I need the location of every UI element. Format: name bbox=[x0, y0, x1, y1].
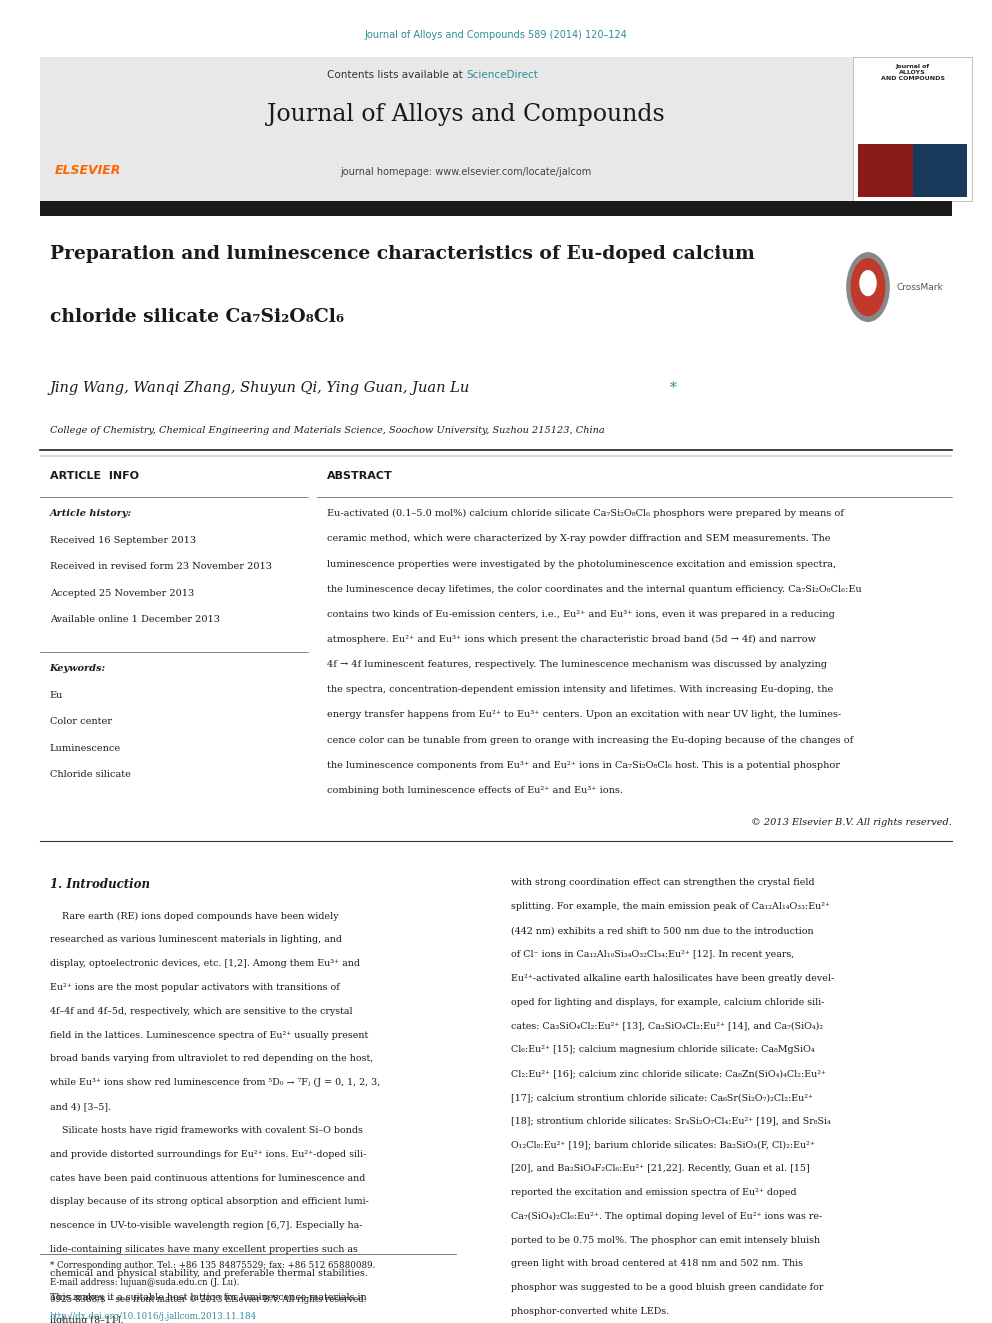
Text: splitting. For example, the main emission peak of Ca₁₂Al₁₄O₃₃:Eu²⁺: splitting. For example, the main emissio… bbox=[511, 902, 830, 912]
Text: [17]; calcium strontium chloride silicate: Ca₆Sr(Si₂O₇)₂Cl₂:Eu²⁺: [17]; calcium strontium chloride silicat… bbox=[511, 1093, 812, 1102]
Text: Cl₆:Eu²⁺ [15]; calcium magnesium chloride silicate: Ca₈MgSiO₄: Cl₆:Eu²⁺ [15]; calcium magnesium chlorid… bbox=[511, 1045, 814, 1054]
Text: green light with broad centered at 418 nm and 502 nm. This: green light with broad centered at 418 n… bbox=[511, 1259, 803, 1269]
FancyBboxPatch shape bbox=[853, 57, 972, 201]
Text: and provide distorted surroundings for Eu²⁺ ions. Eu²⁺-doped sili-: and provide distorted surroundings for E… bbox=[50, 1150, 366, 1159]
Ellipse shape bbox=[850, 258, 886, 316]
Text: contains two kinds of Eu-emission centers, i.e., Eu²⁺ and Eu³⁺ ions, even it was: contains two kinds of Eu-emission center… bbox=[327, 610, 835, 619]
Text: O₁₂Cl₈:Eu²⁺ [19]; barium chloride silicates: Ba₂SiO₃(F, Cl)₂:Eu²⁺: O₁₂Cl₈:Eu²⁺ [19]; barium chloride silica… bbox=[511, 1140, 814, 1150]
Text: *: * bbox=[665, 381, 677, 396]
Text: College of Chemistry, Chemical Engineering and Materials Science, Soochow Univer: College of Chemistry, Chemical Engineeri… bbox=[50, 426, 604, 435]
Text: lide-containing silicates have many excellent properties such as: lide-containing silicates have many exce… bbox=[50, 1245, 357, 1254]
Text: 4f → 4f luminescent features, respectively. The luminescence mechanism was discu: 4f → 4f luminescent features, respective… bbox=[327, 660, 827, 669]
Text: and 4) [3–5].: and 4) [3–5]. bbox=[50, 1102, 111, 1111]
Ellipse shape bbox=[859, 270, 877, 296]
Text: Eu-activated (0.1–5.0 mol%) calcium chloride silicate Ca₇Si₂O₈Cl₆ phosphors were: Eu-activated (0.1–5.0 mol%) calcium chlo… bbox=[327, 509, 844, 519]
Text: reported the excitation and emission spectra of Eu²⁺ doped: reported the excitation and emission spe… bbox=[511, 1188, 797, 1197]
FancyBboxPatch shape bbox=[858, 144, 913, 197]
Text: Contents lists available at: Contents lists available at bbox=[327, 70, 466, 81]
Text: 4f–4f and 4f–5d, respectively, which are sensitive to the crystal: 4f–4f and 4f–5d, respectively, which are… bbox=[50, 1007, 352, 1016]
Text: the spectra, concentration-dependent emission intensity and lifetimes. With incr: the spectra, concentration-dependent emi… bbox=[327, 685, 833, 695]
Text: ported to be 0.75 mol%. The phosphor can emit intensely bluish: ported to be 0.75 mol%. The phosphor can… bbox=[511, 1236, 820, 1245]
Text: phosphor was suggested to be a good bluish green candidate for: phosphor was suggested to be a good blui… bbox=[511, 1283, 823, 1293]
Text: 0925-8388/$ – see front matter © 2013 Elsevier B.V. All rights reserved.: 0925-8388/$ – see front matter © 2013 El… bbox=[50, 1295, 366, 1304]
Text: Received 16 September 2013: Received 16 September 2013 bbox=[50, 536, 195, 545]
Text: display because of its strong optical absorption and efficient lumi-: display because of its strong optical ab… bbox=[50, 1197, 368, 1207]
Ellipse shape bbox=[846, 253, 890, 321]
Text: phosphor-converted white LEDs.: phosphor-converted white LEDs. bbox=[511, 1307, 669, 1316]
Text: Eu²⁺ ions are the most popular activators with transitions of: Eu²⁺ ions are the most popular activator… bbox=[50, 983, 339, 992]
Text: energy transfer happens from Eu²⁺ to Eu³⁺ centers. Upon an excitation with near : energy transfer happens from Eu²⁺ to Eu³… bbox=[327, 710, 841, 720]
Text: CrossMark: CrossMark bbox=[897, 283, 943, 291]
Text: while Eu³⁺ ions show red luminescence from ⁵D₀ → ⁷Fⱼ (J = 0, 1, 2, 3,: while Eu³⁺ ions show red luminescence fr… bbox=[50, 1078, 380, 1088]
Text: Jing Wang, Wanqi Zhang, Shuyun Qi, Ying Guan, Juan Lu: Jing Wang, Wanqi Zhang, Shuyun Qi, Ying … bbox=[50, 381, 470, 396]
Text: broad bands varying from ultraviolet to red depending on the host,: broad bands varying from ultraviolet to … bbox=[50, 1054, 373, 1064]
Text: Article history:: Article history: bbox=[50, 509, 132, 519]
Text: Accepted 25 November 2013: Accepted 25 November 2013 bbox=[50, 589, 193, 598]
Text: Keywords:: Keywords: bbox=[50, 664, 106, 673]
Text: lighting [8–11].: lighting [8–11]. bbox=[50, 1316, 123, 1323]
Text: ARTICLE  INFO: ARTICLE INFO bbox=[50, 471, 139, 482]
Text: Journal of Alloys and Compounds: Journal of Alloys and Compounds bbox=[268, 103, 665, 126]
Text: Color center: Color center bbox=[50, 717, 111, 726]
Text: Preparation and luminescence characteristics of Eu-doped calcium: Preparation and luminescence characteris… bbox=[50, 245, 754, 263]
Text: the luminescence components from Eu³⁺ and Eu²⁺ ions in Ca₇Si₂O₈Cl₆ host. This is: the luminescence components from Eu³⁺ an… bbox=[327, 761, 840, 770]
Text: atmosphere. Eu²⁺ and Eu³⁺ ions which present the characteristic broad band (5d →: atmosphere. Eu²⁺ and Eu³⁺ ions which pre… bbox=[327, 635, 816, 644]
Text: journal homepage: www.elsevier.com/locate/jalcom: journal homepage: www.elsevier.com/locat… bbox=[340, 167, 592, 177]
Text: cates have been paid continuous attentions for luminescence and: cates have been paid continuous attentio… bbox=[50, 1174, 365, 1183]
Text: researched as various luminescent materials in lighting, and: researched as various luminescent materi… bbox=[50, 935, 341, 945]
Text: E-mail address: lujuan@suda.edu.cn (J. Lu).: E-mail address: lujuan@suda.edu.cn (J. L… bbox=[50, 1278, 239, 1287]
Text: This makes it a suitable host lattice for luminescence materials in: This makes it a suitable host lattice fo… bbox=[50, 1293, 366, 1302]
FancyBboxPatch shape bbox=[40, 57, 873, 201]
Text: [20], and Ba₂SiO₄F₂Cl₆:Eu²⁺ [21,22]. Recently, Guan et al. [15]: [20], and Ba₂SiO₄F₂Cl₆:Eu²⁺ [21,22]. Rec… bbox=[511, 1164, 809, 1174]
Text: chloride silicate Ca₇Si₂O₈Cl₆: chloride silicate Ca₇Si₂O₈Cl₆ bbox=[50, 308, 343, 327]
Text: Available online 1 December 2013: Available online 1 December 2013 bbox=[50, 615, 219, 624]
Text: Ca₇(SiO₄)₂Cl₆:Eu²⁺. The optimal doping level of Eu²⁺ ions was re-: Ca₇(SiO₄)₂Cl₆:Eu²⁺. The optimal doping l… bbox=[511, 1212, 822, 1221]
Text: 1. Introduction: 1. Introduction bbox=[50, 878, 150, 892]
Text: of Cl⁻ ions in Ca₁₂Al₁₀Si₃₄O₃₂Cl₃₄:Eu²⁺ [12]. In recent years,: of Cl⁻ ions in Ca₁₂Al₁₀Si₃₄O₃₂Cl₃₄:Eu²⁺ … bbox=[511, 950, 795, 959]
Text: (442 nm) exhibits a red shift to 500 nm due to the introduction: (442 nm) exhibits a red shift to 500 nm … bbox=[511, 926, 813, 935]
FancyBboxPatch shape bbox=[913, 144, 967, 197]
Text: chemical and physical stability, and preferable thermal stabilities.: chemical and physical stability, and pre… bbox=[50, 1269, 367, 1278]
Text: ScienceDirect: ScienceDirect bbox=[466, 70, 538, 81]
Text: Eu²⁺-activated alkaline earth halosilicates have been greatly devel-: Eu²⁺-activated alkaline earth halosilica… bbox=[511, 974, 834, 983]
Text: luminescence properties were investigated by the photoluminescence excitation an: luminescence properties were investigate… bbox=[327, 560, 836, 569]
Text: Eu: Eu bbox=[50, 691, 62, 700]
Text: display, optoelectronic devices, etc. [1,2]. Among them Eu³⁺ and: display, optoelectronic devices, etc. [1… bbox=[50, 959, 359, 968]
Text: © 2013 Elsevier B.V. All rights reserved.: © 2013 Elsevier B.V. All rights reserved… bbox=[752, 818, 952, 827]
Text: ELSEVIER: ELSEVIER bbox=[55, 164, 121, 177]
Text: the luminescence decay lifetimes, the color coordinates and the internal quantum: the luminescence decay lifetimes, the co… bbox=[327, 585, 862, 594]
Text: Journal of
ALLOYS
AND COMPOUNDS: Journal of ALLOYS AND COMPOUNDS bbox=[881, 64, 944, 81]
Text: nescence in UV-to-visible wavelength region [6,7]. Especially ha-: nescence in UV-to-visible wavelength reg… bbox=[50, 1221, 362, 1230]
Text: Luminescence: Luminescence bbox=[50, 744, 121, 753]
Text: Received in revised form 23 November 2013: Received in revised form 23 November 201… bbox=[50, 562, 272, 572]
Text: Cl₂:Eu²⁺ [16]; calcium zinc chloride silicate: Ca₈Zn(SiO₄)₄Cl₂:Eu²⁺: Cl₂:Eu²⁺ [16]; calcium zinc chloride sil… bbox=[511, 1069, 826, 1078]
Text: ABSTRACT: ABSTRACT bbox=[327, 471, 393, 482]
Text: Journal of Alloys and Compounds 589 (2014) 120–124: Journal of Alloys and Compounds 589 (201… bbox=[365, 30, 627, 41]
Text: combining both luminescence effects of Eu²⁺ and Eu³⁺ ions.: combining both luminescence effects of E… bbox=[327, 786, 623, 795]
Text: oped for lighting and displays, for example, calcium chloride sili-: oped for lighting and displays, for exam… bbox=[511, 998, 824, 1007]
Text: ceramic method, which were characterized by X-ray powder diffraction and SEM mea: ceramic method, which were characterized… bbox=[327, 534, 831, 544]
Text: http://dx.doi.org/10.1016/j.jallcom.2013.11.184: http://dx.doi.org/10.1016/j.jallcom.2013… bbox=[50, 1312, 257, 1322]
FancyBboxPatch shape bbox=[40, 201, 952, 216]
Text: cates: Ca₃SiO₄Cl₂:Eu²⁺ [13], Ca₃SiO₄Cl₂:Eu²⁺ [14], and Ca₇(SiO₄)₂: cates: Ca₃SiO₄Cl₂:Eu²⁺ [13], Ca₃SiO₄Cl₂:… bbox=[511, 1021, 823, 1031]
Text: * Corresponding author. Tel.: +86 135 84875529; fax: +86 512 65880089.: * Corresponding author. Tel.: +86 135 84… bbox=[50, 1261, 375, 1270]
Text: with strong coordination effect can strengthen the crystal field: with strong coordination effect can stre… bbox=[511, 878, 814, 888]
Text: Silicate hosts have rigid frameworks with covalent Si–O bonds: Silicate hosts have rigid frameworks wit… bbox=[50, 1126, 362, 1135]
Text: field in the lattices. Luminescence spectra of Eu²⁺ usually present: field in the lattices. Luminescence spec… bbox=[50, 1031, 368, 1040]
Text: Chloride silicate: Chloride silicate bbox=[50, 770, 131, 779]
Text: cence color can be tunable from green to orange with increasing the Eu-doping be: cence color can be tunable from green to… bbox=[327, 736, 853, 745]
Text: Rare earth (RE) ions doped compounds have been widely: Rare earth (RE) ions doped compounds hav… bbox=[50, 912, 338, 921]
Text: [18]; strontium chloride silicates: Sr₄Si₂O₇Cl₄:Eu²⁺ [19], and Sr₈Si₄: [18]; strontium chloride silicates: Sr₄S… bbox=[511, 1117, 830, 1126]
